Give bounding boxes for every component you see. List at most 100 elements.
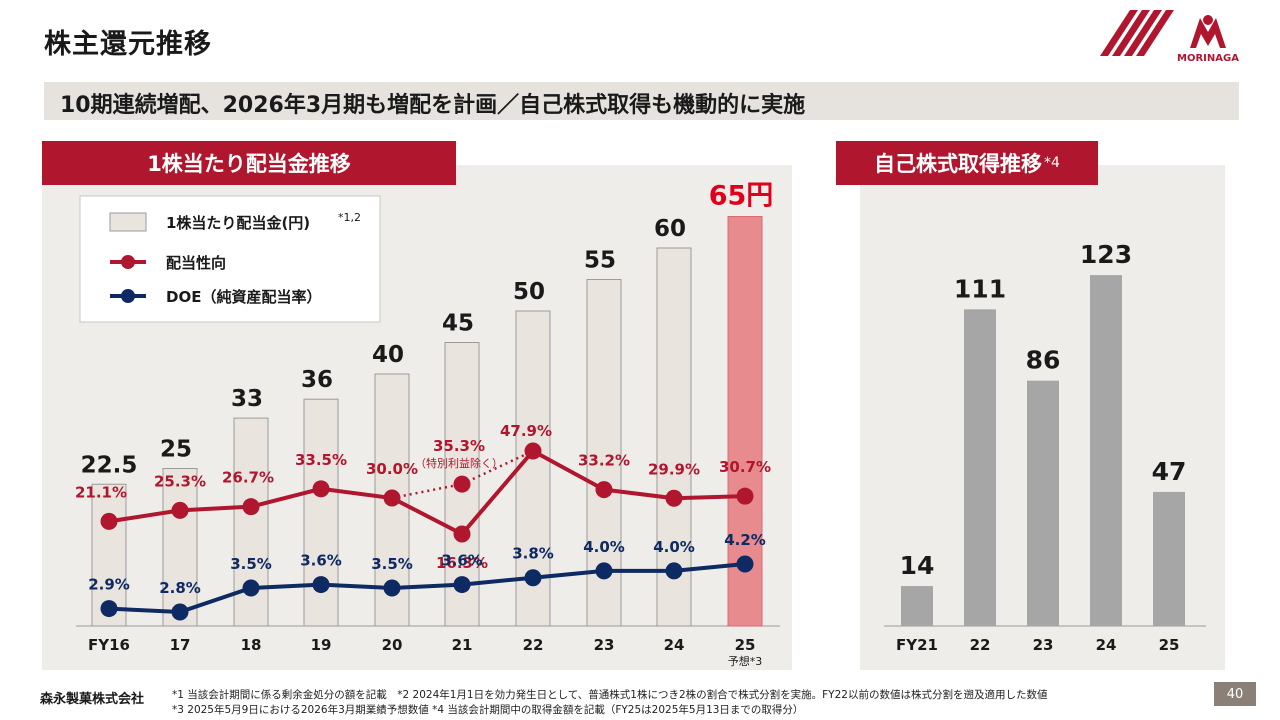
doe-label: 4.0% [653, 538, 695, 556]
doe-point [736, 555, 754, 573]
doe-point [242, 579, 260, 597]
buyback-section-note: *4 [1044, 155, 1060, 171]
doe-point [665, 562, 683, 580]
doe-point [453, 576, 471, 594]
dividend-x-tick: 24 [664, 636, 685, 654]
dividend-x-tick: 19 [311, 636, 332, 654]
payout-ratio-point [312, 480, 330, 498]
morinaga-logo: MORINAGA [1100, 10, 1239, 64]
buyback-value-label: 86 [1026, 346, 1061, 375]
footnote-line-2: *3 2025年5月9日における2026年3月期業績予想数値 *4 当該会計期間… [172, 704, 804, 716]
subtitle-bar: 10期連続増配、2026年3月期も増配を計画／自己株式取得も機動的に実施 [44, 82, 1239, 120]
dividend-value-label: 65円 [709, 181, 774, 212]
doe-label: 4.2% [724, 531, 766, 549]
payout-ratio-point [665, 489, 683, 507]
payout-ratio-label: 33.5% [295, 451, 347, 469]
payout-ratio-point [595, 481, 613, 499]
dividend-value-label: 50 [513, 279, 545, 305]
buyback-value-label: 14 [900, 551, 935, 580]
doe-point [383, 579, 401, 597]
payout-ratio-point [242, 498, 260, 516]
legend-dividend-swatch [109, 212, 147, 232]
payout-ratio-label: 16.3% [436, 554, 488, 572]
buyback-section-header: 自己株式取得推移 *4 [836, 141, 1098, 185]
footer-company: 森永製菓株式会社 [40, 692, 145, 707]
doe-label: 3.5% [371, 555, 413, 573]
doe-label: 3.8% [512, 545, 554, 563]
doe-point [524, 569, 542, 587]
dividend-value-label: 25 [160, 437, 192, 463]
footnotes: *1 当該会計期間に係る剰余金処分の額を記載 *2 2024年1月1日を効力発生… [172, 688, 1047, 718]
legend: 1株当たり配当金(円) *1,2 配当性向 DOE（純資産配当率） [79, 195, 381, 323]
dividend-bar [162, 468, 198, 627]
payout-ratio-label: 26.7% [222, 469, 274, 487]
buyback-x-tick: 25 [1159, 636, 1180, 654]
payout-ratio-point [171, 501, 189, 519]
buyback-x-tick: FY21 [896, 636, 938, 654]
doe-label: 4.0% [583, 538, 625, 556]
dividend-x-tick: 20 [382, 636, 403, 654]
footnote-line-1: *1 当該会計期間に係る剰余金処分の額を記載 *2 2024年1月1日を効力発生… [172, 689, 1048, 701]
logo-text: MORINAGA [1177, 53, 1239, 64]
doe-point [595, 562, 613, 580]
buyback-value-label: 47 [1152, 457, 1187, 486]
buyback-bar [1027, 380, 1059, 626]
dividend-x-tick: 25 [735, 636, 756, 654]
payout-ratio-label: 47.9% [500, 422, 552, 440]
payout-adjusted-note: （特別利益除く） [415, 456, 503, 470]
buyback-bar [901, 586, 933, 626]
legend-dividend-label: 1株当たり配当金(円) [166, 214, 310, 232]
payout-ratio-label: 33.2% [578, 452, 630, 470]
dividend-value-label: 40 [372, 342, 404, 368]
payout-adjusted-dotted-line [461, 449, 534, 486]
dividend-value-label: 45 [442, 311, 474, 337]
dividend-x-tick: 22 [523, 636, 544, 654]
payout-ratio-point [453, 525, 471, 543]
logo-angel-icon [1190, 15, 1226, 48]
legend-dividend-note: *1,2 [338, 211, 361, 224]
doe-point [171, 603, 189, 621]
subtitle: 10期連続増配、2026年3月期も増配を計画／自己株式取得も機動的に実施 [60, 93, 806, 118]
doe-label: 3.6% [441, 552, 483, 570]
dividend-value-label: 60 [654, 216, 686, 242]
payout-adjusted-label: 35.3% [433, 437, 485, 455]
dividend-x-tick: 23 [594, 636, 615, 654]
legend-doe-marker [121, 289, 135, 303]
payout-ratio-point [736, 487, 754, 505]
dividend-x-tick: FY16 [88, 636, 130, 654]
doe-label: 2.8% [159, 579, 201, 597]
dividend-section-title: 1株当たり配当金推移 [147, 152, 351, 176]
payout-ratio-label: 30.0% [366, 460, 418, 478]
page-title: 株主還元推移 [44, 29, 212, 60]
forecast-note: 予想*3 [728, 654, 763, 668]
doe-label: 3.5% [230, 555, 272, 573]
buyback-x-tick: 23 [1033, 636, 1054, 654]
payout-ratio-label: 25.3% [154, 472, 206, 490]
dividend-value-label: 36 [301, 367, 333, 393]
payout-ratio-line [108, 448, 746, 537]
legend-payout-label: 配当性向 [166, 254, 226, 272]
dividend-value-label: 33 [231, 386, 263, 412]
legend-doe-label: DOE（純資産配当率） [166, 288, 321, 306]
buyback-section-title: 自己株式取得推移 [874, 152, 1043, 176]
buyback-x-tick: 24 [1096, 636, 1117, 654]
buyback-bar [964, 309, 996, 626]
buyback-x-tick: 22 [970, 636, 991, 654]
page-number: 40 [1214, 682, 1256, 706]
dividend-x-tick: 21 [452, 636, 473, 654]
doe-point [100, 600, 118, 618]
dividend-x-tick: 18 [241, 636, 262, 654]
legend-payout-marker [121, 255, 135, 269]
doe-label: 2.9% [88, 576, 130, 594]
buyback-value-label: 123 [1080, 240, 1132, 269]
payout-ratio-point [100, 512, 118, 530]
buyback-value-label: 111 [954, 274, 1006, 303]
buyback-bar [1090, 275, 1122, 626]
doe-label: 3.6% [300, 552, 342, 570]
logo-stripes-icon [1100, 10, 1174, 56]
buyback-bar [1153, 491, 1185, 626]
dividend-section-header: 1株当たり配当金推移 [42, 141, 456, 185]
dividend-value-label: 55 [584, 248, 616, 274]
doe-point [312, 576, 330, 594]
